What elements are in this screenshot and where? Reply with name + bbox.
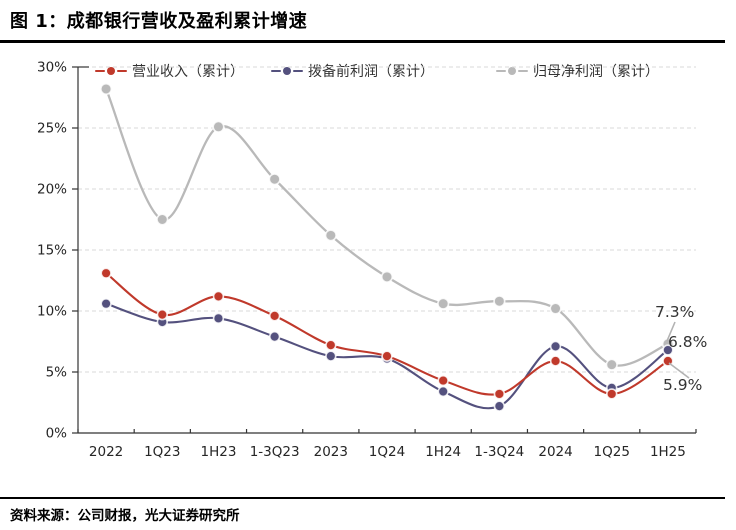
annotations: 7.3% 6.8% 5.9% <box>655 303 707 394</box>
svg-text:1Q23: 1Q23 <box>144 444 180 460</box>
svg-text:1H23: 1H23 <box>200 444 236 460</box>
title-divider <box>0 40 725 43</box>
legend-item-营业收入（累计）: 营业收入（累计） <box>95 61 244 81</box>
legend-label: 营业收入（累计） <box>132 64 244 80</box>
svg-text:0%: 0% <box>46 426 68 442</box>
svg-text:30%: 30% <box>37 60 67 76</box>
x-axis-labels: 2022 1Q23 1H23 1-3Q23 2023 1Q24 1H24 1-3Q24 2024… <box>89 444 686 460</box>
svg-text:7.3%: 7.3% <box>655 303 694 321</box>
svg-text:10%: 10% <box>37 304 67 320</box>
y-axis-labels: 0% 5% 10% 15% 20% 25% 30% <box>37 60 67 442</box>
svg-text:1H24: 1H24 <box>425 444 461 460</box>
source-note: 资料来源：公司财报，光大证券研究所 <box>10 508 240 524</box>
svg-text:1-3Q24: 1-3Q24 <box>474 444 524 460</box>
svg-text:2023: 2023 <box>314 444 348 460</box>
legend-label: 归母净利润（累计） <box>533 64 659 80</box>
svg-text:1Q25: 1Q25 <box>594 444 630 460</box>
svg-text:15%: 15% <box>37 243 67 259</box>
chart-legend: 营业收入（累计） 拨备前利润（累计） 归母净利润（累计） <box>95 60 686 82</box>
legend-label: 拨备前利润（累计） <box>308 64 434 80</box>
svg-text:5%: 5% <box>46 365 68 381</box>
svg-text:2022: 2022 <box>89 444 123 460</box>
footer-divider <box>0 497 725 499</box>
axes <box>72 66 697 434</box>
svg-text:6.8%: 6.8% <box>668 333 707 351</box>
svg-text:1Q24: 1Q24 <box>369 444 405 460</box>
legend-line-dot-marker <box>496 67 528 75</box>
gridlines <box>78 66 696 373</box>
series-营业收入（累计） <box>100 267 674 400</box>
svg-text:20%: 20% <box>37 182 67 198</box>
svg-text:1H25: 1H25 <box>650 444 686 460</box>
svg-text:5.9%: 5.9% <box>663 376 702 394</box>
legend-item-拨备前利润（累计）: 拨备前利润（累计） <box>271 61 434 81</box>
svg-text:25%: 25% <box>37 121 67 137</box>
svg-text:1-3Q23: 1-3Q23 <box>250 444 300 460</box>
series-归母净利润（累计） <box>99 82 675 371</box>
svg-text:2024: 2024 <box>538 444 572 460</box>
figure-title: 图 1：成都银行营收及盈利累计增速 <box>10 11 308 32</box>
legend-line-dot-marker <box>95 67 127 75</box>
legend-item-归母净利润（累计）: 归母净利润（累计） <box>496 61 659 81</box>
legend-line-dot-marker <box>271 67 303 75</box>
